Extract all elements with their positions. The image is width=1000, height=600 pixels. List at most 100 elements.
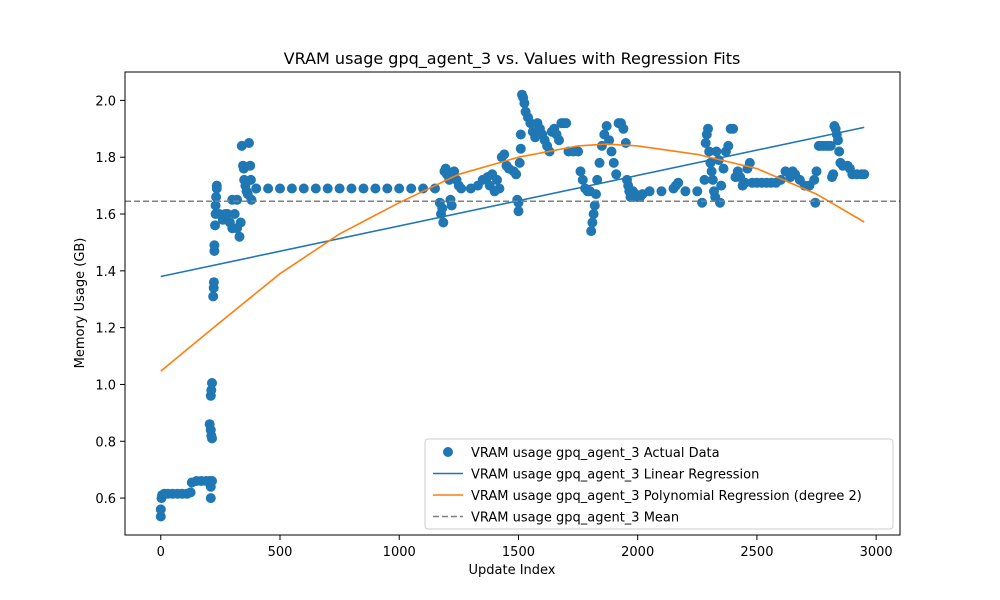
data-point bbox=[234, 231, 245, 242]
data-point bbox=[589, 200, 600, 211]
data-point bbox=[575, 166, 586, 177]
x-tick-label: 0 bbox=[157, 545, 165, 560]
data-point bbox=[561, 118, 572, 129]
polynomial-regression-line bbox=[160, 143, 865, 372]
data-point bbox=[644, 186, 655, 197]
data-point bbox=[185, 487, 196, 498]
data-point bbox=[744, 157, 755, 168]
legend-item: VRAM usage gpq_agent_3 Mean bbox=[433, 511, 679, 526]
data-point bbox=[438, 217, 449, 228]
data-point bbox=[513, 206, 524, 217]
y-tick-label: 0.6 bbox=[95, 492, 116, 507]
data-point bbox=[588, 209, 599, 219]
data-point bbox=[222, 209, 233, 219]
data-point bbox=[211, 192, 222, 202]
data-point bbox=[449, 166, 460, 177]
y-tick-label: 1.6 bbox=[95, 208, 116, 223]
data-point bbox=[246, 194, 257, 205]
data-point bbox=[680, 186, 691, 197]
data-point bbox=[155, 511, 166, 522]
data-point bbox=[155, 504, 166, 515]
data-point bbox=[573, 146, 584, 157]
data-point bbox=[207, 476, 217, 486]
data-point bbox=[406, 183, 417, 194]
data-point bbox=[446, 200, 457, 211]
data-point bbox=[245, 160, 256, 171]
data-point bbox=[210, 220, 221, 231]
data-point bbox=[244, 138, 254, 148]
legend-label: VRAM usage gpq_agent_3 Linear Regression bbox=[471, 468, 759, 483]
data-point bbox=[229, 209, 240, 219]
data-point bbox=[825, 140, 836, 151]
data-point bbox=[704, 146, 715, 157]
data-point bbox=[673, 177, 684, 188]
legend: VRAM usage gpq_agent_3 Actual Data VRAM u… bbox=[424, 438, 894, 530]
data-point bbox=[205, 493, 216, 504]
data-point bbox=[515, 129, 526, 140]
x-axis: 0 500 1000 1500 2000 2500 3000 bbox=[157, 535, 893, 560]
y-axis-title: Memory Usage (GB) bbox=[73, 238, 88, 369]
data-point bbox=[591, 189, 601, 200]
data-point bbox=[514, 157, 525, 168]
x-tick-label: 2000 bbox=[621, 545, 654, 560]
y-tick-label: 1.4 bbox=[95, 265, 116, 280]
data-point bbox=[718, 163, 729, 174]
data-point bbox=[232, 194, 243, 205]
data-point bbox=[394, 183, 405, 194]
series-layer bbox=[125, 89, 900, 522]
x-tick-label: 3000 bbox=[860, 545, 893, 560]
data-point bbox=[740, 177, 750, 188]
y-tick-label: 1.0 bbox=[95, 378, 116, 393]
data-point bbox=[723, 140, 734, 151]
data-point bbox=[437, 203, 448, 214]
data-point bbox=[207, 378, 217, 388]
data-point bbox=[700, 138, 711, 148]
data-point bbox=[715, 197, 725, 208]
data-point bbox=[618, 123, 629, 134]
legend-item: VRAM usage gpq_agent_3 Polynomial Regres… bbox=[433, 489, 862, 504]
data-point bbox=[334, 183, 345, 194]
legend-label: VRAM usage gpq_agent_3 Mean bbox=[471, 511, 679, 526]
data-point bbox=[245, 174, 256, 185]
data-point bbox=[382, 183, 393, 194]
data-point bbox=[210, 200, 221, 211]
data-point bbox=[358, 183, 369, 194]
data-point bbox=[656, 186, 667, 197]
data-point bbox=[577, 174, 588, 185]
data-point bbox=[811, 166, 822, 177]
data-point bbox=[511, 169, 522, 180]
x-tick-label: 1000 bbox=[383, 545, 416, 560]
data-point bbox=[208, 277, 219, 288]
data-point bbox=[699, 174, 710, 185]
data-point bbox=[211, 180, 222, 191]
data-point bbox=[370, 183, 381, 194]
legend-label: VRAM usage gpq_agent_3 Actual Data bbox=[471, 446, 720, 461]
data-point bbox=[716, 180, 727, 191]
data-point bbox=[608, 157, 619, 168]
data-point bbox=[833, 135, 843, 146]
data-point bbox=[834, 146, 845, 157]
legend-items: VRAM usage gpq_agent_3 Actual Data VRAM u… bbox=[433, 446, 862, 526]
data-point bbox=[298, 183, 309, 194]
data-point bbox=[492, 174, 502, 185]
data-point bbox=[525, 118, 536, 129]
data-point bbox=[456, 183, 467, 194]
data-point bbox=[515, 143, 526, 154]
legend-item: VRAM usage gpq_agent_3 Actual Data bbox=[443, 446, 720, 461]
plot-border bbox=[124, 71, 901, 536]
data-point bbox=[620, 138, 631, 148]
data-point bbox=[728, 123, 739, 134]
legend-label: VRAM usage gpq_agent_3 Polynomial Regres… bbox=[471, 489, 862, 504]
data-point bbox=[499, 149, 510, 160]
data-point bbox=[711, 146, 722, 157]
data-point bbox=[697, 197, 708, 208]
data-point bbox=[810, 197, 821, 208]
legend-item: VRAM usage gpq_agent_3 Linear Regression bbox=[433, 468, 759, 483]
data-point bbox=[209, 240, 220, 251]
data-point bbox=[592, 174, 603, 185]
data-point bbox=[707, 174, 718, 185]
data-point bbox=[554, 135, 564, 146]
data-point bbox=[586, 226, 597, 237]
data-point bbox=[601, 121, 612, 131]
